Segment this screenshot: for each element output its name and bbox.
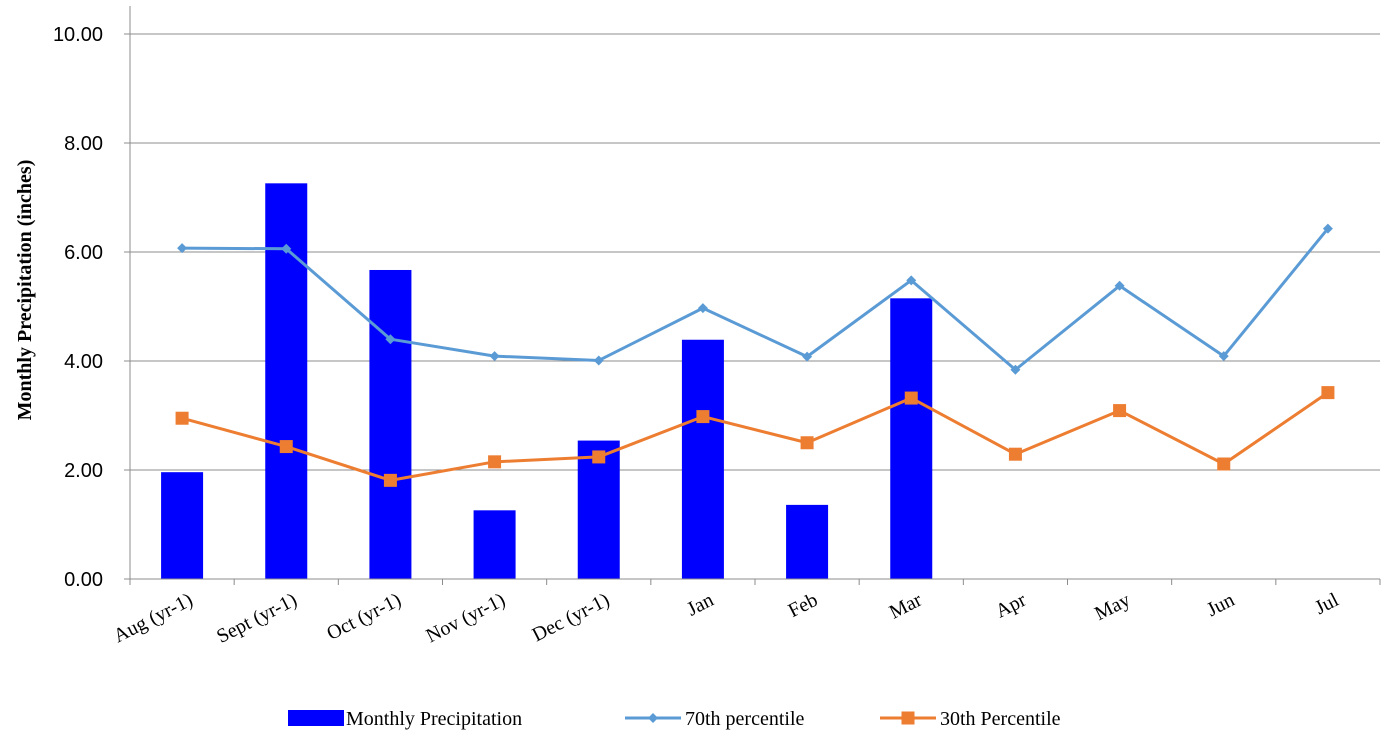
legend-label: Monthly Precipitation <box>346 708 522 730</box>
point-70th-percentile <box>281 243 292 254</box>
x-axis-category-labels: Aug (yr-1) Sept (yr-1) Oct (yr-1) Nov (yr-1… <box>110 589 1343 648</box>
bar-monthly-precipitation <box>265 183 308 579</box>
point-30th-percentile <box>592 450 606 464</box>
point-70th-percentile <box>1218 351 1229 362</box>
y-axis-title: Monthly Precipitation (inches) <box>14 160 36 421</box>
legend-item-70th-percentile: 70th percentile <box>625 708 805 730</box>
legend-swatch <box>288 710 344 726</box>
x-category-label: Nov (yr-1) <box>423 589 509 648</box>
x-category-label: Apr <box>992 589 1030 623</box>
bar-series <box>161 183 933 579</box>
bar-monthly-precipitation <box>681 339 724 579</box>
point-30th-percentile <box>175 411 189 425</box>
bar-monthly-precipitation <box>473 510 516 579</box>
point-70th-percentile <box>1322 223 1333 234</box>
point-30th-percentile <box>800 436 814 450</box>
x-category-label: Sept (yr-1) <box>213 589 300 648</box>
x-category-label: Mar <box>886 589 926 624</box>
x-category-label: Jul <box>1311 589 1342 619</box>
point-70th-percentile <box>489 351 500 362</box>
grid-lines <box>130 33 1380 471</box>
point-30th-percentile <box>696 410 710 424</box>
legend-label: 30th Percentile <box>940 708 1061 730</box>
point-70th-percentile <box>385 334 396 345</box>
point-70th-percentile <box>1114 280 1125 291</box>
x-category-label: Dec (yr-1) <box>529 589 613 646</box>
point-70th-percentile <box>1010 364 1021 375</box>
point-30th-percentile <box>1321 386 1335 400</box>
bar-monthly-precipitation <box>786 504 829 579</box>
y-tick-label: 8.00 <box>64 133 103 155</box>
x-category-label: May <box>1091 589 1134 625</box>
point-70th-percentile <box>593 355 604 366</box>
y-tick-label: 4.00 <box>64 351 103 373</box>
point-70th-percentile <box>177 243 188 254</box>
line-series <box>175 223 1335 487</box>
legend-marker <box>648 713 658 723</box>
line-70th-percentile <box>182 227 1330 372</box>
point-70th-percentile <box>802 351 813 362</box>
point-30th-percentile <box>383 473 397 487</box>
x-category-label: Feb <box>785 589 822 622</box>
legend-marker <box>901 711 915 725</box>
x-category-label: Oct (yr-1) <box>323 589 404 645</box>
y-axis-tick-labels: 0.00 2.00 4.00 6.00 8.00 10.00 <box>53 24 103 591</box>
legend-item-monthly-precipitation: Monthly Precipitation <box>288 708 522 730</box>
point-30th-percentile <box>1008 447 1022 461</box>
bar-monthly-precipitation <box>577 440 620 579</box>
y-tick-label: 6.00 <box>64 242 103 264</box>
y-tick-label: 2.00 <box>64 460 103 482</box>
axes <box>124 6 1381 585</box>
legend-item-30th-percentile: 30th Percentile <box>880 708 1061 730</box>
legend-label: 70th percentile <box>685 708 805 730</box>
x-category-label: Jun <box>1203 589 1238 621</box>
x-category-label: Aug (yr-1) <box>110 589 196 648</box>
point-30th-percentile <box>904 391 918 405</box>
point-30th-percentile <box>488 455 502 469</box>
bar-monthly-precipitation <box>161 472 204 579</box>
point-30th-percentile <box>1113 404 1127 418</box>
bar-monthly-precipitation <box>890 298 933 579</box>
x-category-label: Jan <box>683 589 717 621</box>
point-70th-percentile <box>697 303 708 314</box>
y-tick-label: 10.00 <box>53 24 103 46</box>
y-tick-label: 0.00 <box>64 569 103 591</box>
line-30th-percentile <box>181 391 1329 482</box>
bar-monthly-precipitation <box>369 269 412 579</box>
point-30th-percentile <box>1217 457 1231 471</box>
point-30th-percentile <box>279 440 293 454</box>
legend: Monthly Precipitation 70th percentile 30th… <box>288 708 1061 730</box>
point-70th-percentile <box>906 275 917 286</box>
